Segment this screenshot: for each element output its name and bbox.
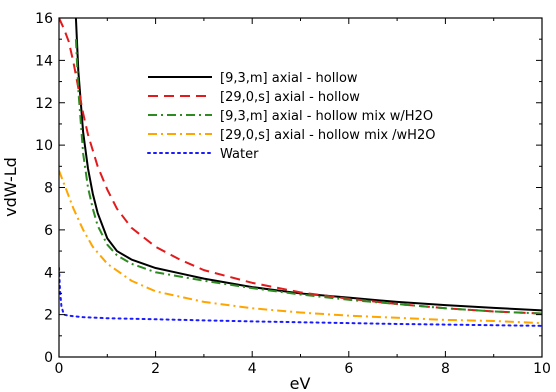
legend-entry-29-0-s-axial-hollow-mix-wh2o: [29,0,s] axial - hollow mix /wH2O [148, 128, 435, 143]
series-line-29-0-s-axial-hollow-mix-wh2o [59, 170, 542, 325]
y-axis-title: vdW-Ld [1, 157, 20, 217]
series-line-water [59, 267, 542, 327]
y-tick-label: 6 [44, 223, 53, 239]
legend-label: [9,3,m] axial - hollow [220, 71, 358, 86]
y-tick-label: 2 [44, 308, 53, 324]
y-tick-label: 16 [35, 11, 53, 27]
y-tick-label: 0 [44, 350, 53, 366]
legend-entry-29-0-s-axial-hollow: [29,0,s] axial - hollow [148, 90, 360, 105]
legend-entry-9-3-m-axial-hollow-mix-w-h2o: [9,3,m] axial - hollow mix w/H2O [148, 109, 433, 124]
x-axis-title: eV [290, 374, 311, 392]
ticks-layer: 0 2 4 6 8 10 0 2 4 6 8 10 12 14 16 [35, 11, 551, 377]
series-line-9-3-m-axial-hollow-mix-w-h2o [74, 39, 542, 315]
y-tick-label: 8 [44, 181, 53, 197]
series-layer [59, 18, 542, 327]
x-tick-label: 0 [55, 361, 64, 377]
x-tick-label: 8 [441, 361, 450, 377]
legend-label: Water [220, 147, 259, 162]
legend-label: [29,0,s] axial - hollow [220, 90, 360, 105]
x-tick-label: 4 [248, 361, 257, 377]
series-line-29-0-s-axial-hollow [59, 18, 542, 315]
series-line-9-3-m-axial-hollow [74, 18, 542, 312]
legend-entry-9-3-m-axial-hollow: [9,3,m] axial - hollow [148, 71, 358, 86]
x-tick-label: 2 [151, 361, 160, 377]
legend-label: [9,3,m] axial - hollow mix w/H2O [220, 109, 433, 124]
legend: [9,3,m] axial - hollow [29,0,s] axial - h… [147, 71, 435, 162]
y-tick-label: 14 [35, 53, 53, 69]
x-tick-label: 6 [344, 361, 353, 377]
legend-entry-water: Water [147, 147, 259, 162]
legend-label: [29,0,s] axial - hollow mix /wH2O [220, 128, 435, 143]
y-tick-label: 12 [35, 96, 53, 112]
y-tick-label: 10 [35, 138, 53, 154]
x-tick-label: 10 [533, 361, 551, 377]
y-tick-label: 4 [44, 265, 53, 281]
